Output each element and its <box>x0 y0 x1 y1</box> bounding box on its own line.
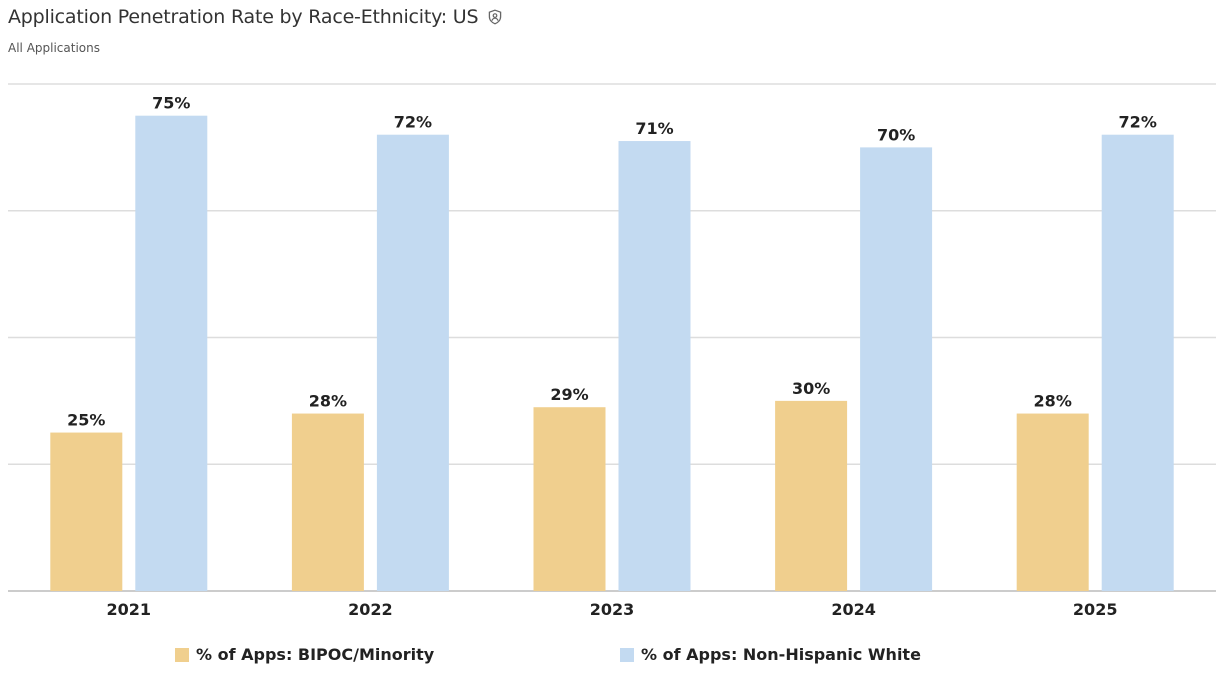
bar-bipoc-2021[interactable] <box>50 432 123 591</box>
legend-swatch-bipoc <box>175 647 189 662</box>
x-tick-label: 2024 <box>831 600 876 619</box>
data-label: 29% <box>550 385 588 404</box>
legend-swatch-white <box>620 647 634 662</box>
x-tick-label: 2021 <box>107 600 152 619</box>
legend-item-white[interactable]: % of Apps: Non-Hispanic White <box>620 645 921 664</box>
bar-white-2024[interactable] <box>860 147 933 591</box>
bar-white-2022[interactable] <box>376 134 449 591</box>
bar-bipoc-2025[interactable] <box>1016 413 1089 591</box>
data-label: 25% <box>67 411 105 430</box>
chart-title: Application Penetration Rate by Race-Eth… <box>8 6 479 28</box>
chart-legend: % of Apps: BIPOC/Minority % of Apps: Non… <box>0 645 1225 669</box>
data-label: 28% <box>309 392 347 411</box>
data-label: 72% <box>1119 113 1157 132</box>
shield-person-icon[interactable] <box>487 9 503 25</box>
bar-bipoc-2023[interactable] <box>533 407 606 591</box>
chart-subtitle: All Applications <box>8 41 100 55</box>
legend-item-bipoc[interactable]: % of Apps: BIPOC/Minority <box>175 645 434 664</box>
data-label: 70% <box>877 125 915 144</box>
data-label: 71% <box>635 119 673 138</box>
bar-bipoc-2022[interactable] <box>291 413 364 591</box>
data-label: 28% <box>1034 392 1072 411</box>
bar-white-2023[interactable] <box>618 141 691 591</box>
data-label: 30% <box>792 379 830 398</box>
x-tick-label: 2025 <box>1073 600 1118 619</box>
data-label: 75% <box>152 94 190 113</box>
x-tick-label: 2022 <box>348 600 393 619</box>
bar-bipoc-2024[interactable] <box>775 400 848 591</box>
bar-chart: 25% 75% 2021 28% 72% 2022 29% 71% 2023 30% 70% 2024… <box>8 83 1216 619</box>
x-tick-label: 2023 <box>590 600 635 619</box>
legend-label-white: % of Apps: Non-Hispanic White <box>641 645 921 664</box>
data-label: 72% <box>394 113 432 132</box>
title-row: Application Penetration Rate by Race-Eth… <box>8 6 503 28</box>
legend-label-bipoc: % of Apps: BIPOC/Minority <box>196 645 435 664</box>
bar-white-2025[interactable] <box>1101 134 1174 591</box>
bar-white-2021[interactable] <box>135 115 208 591</box>
